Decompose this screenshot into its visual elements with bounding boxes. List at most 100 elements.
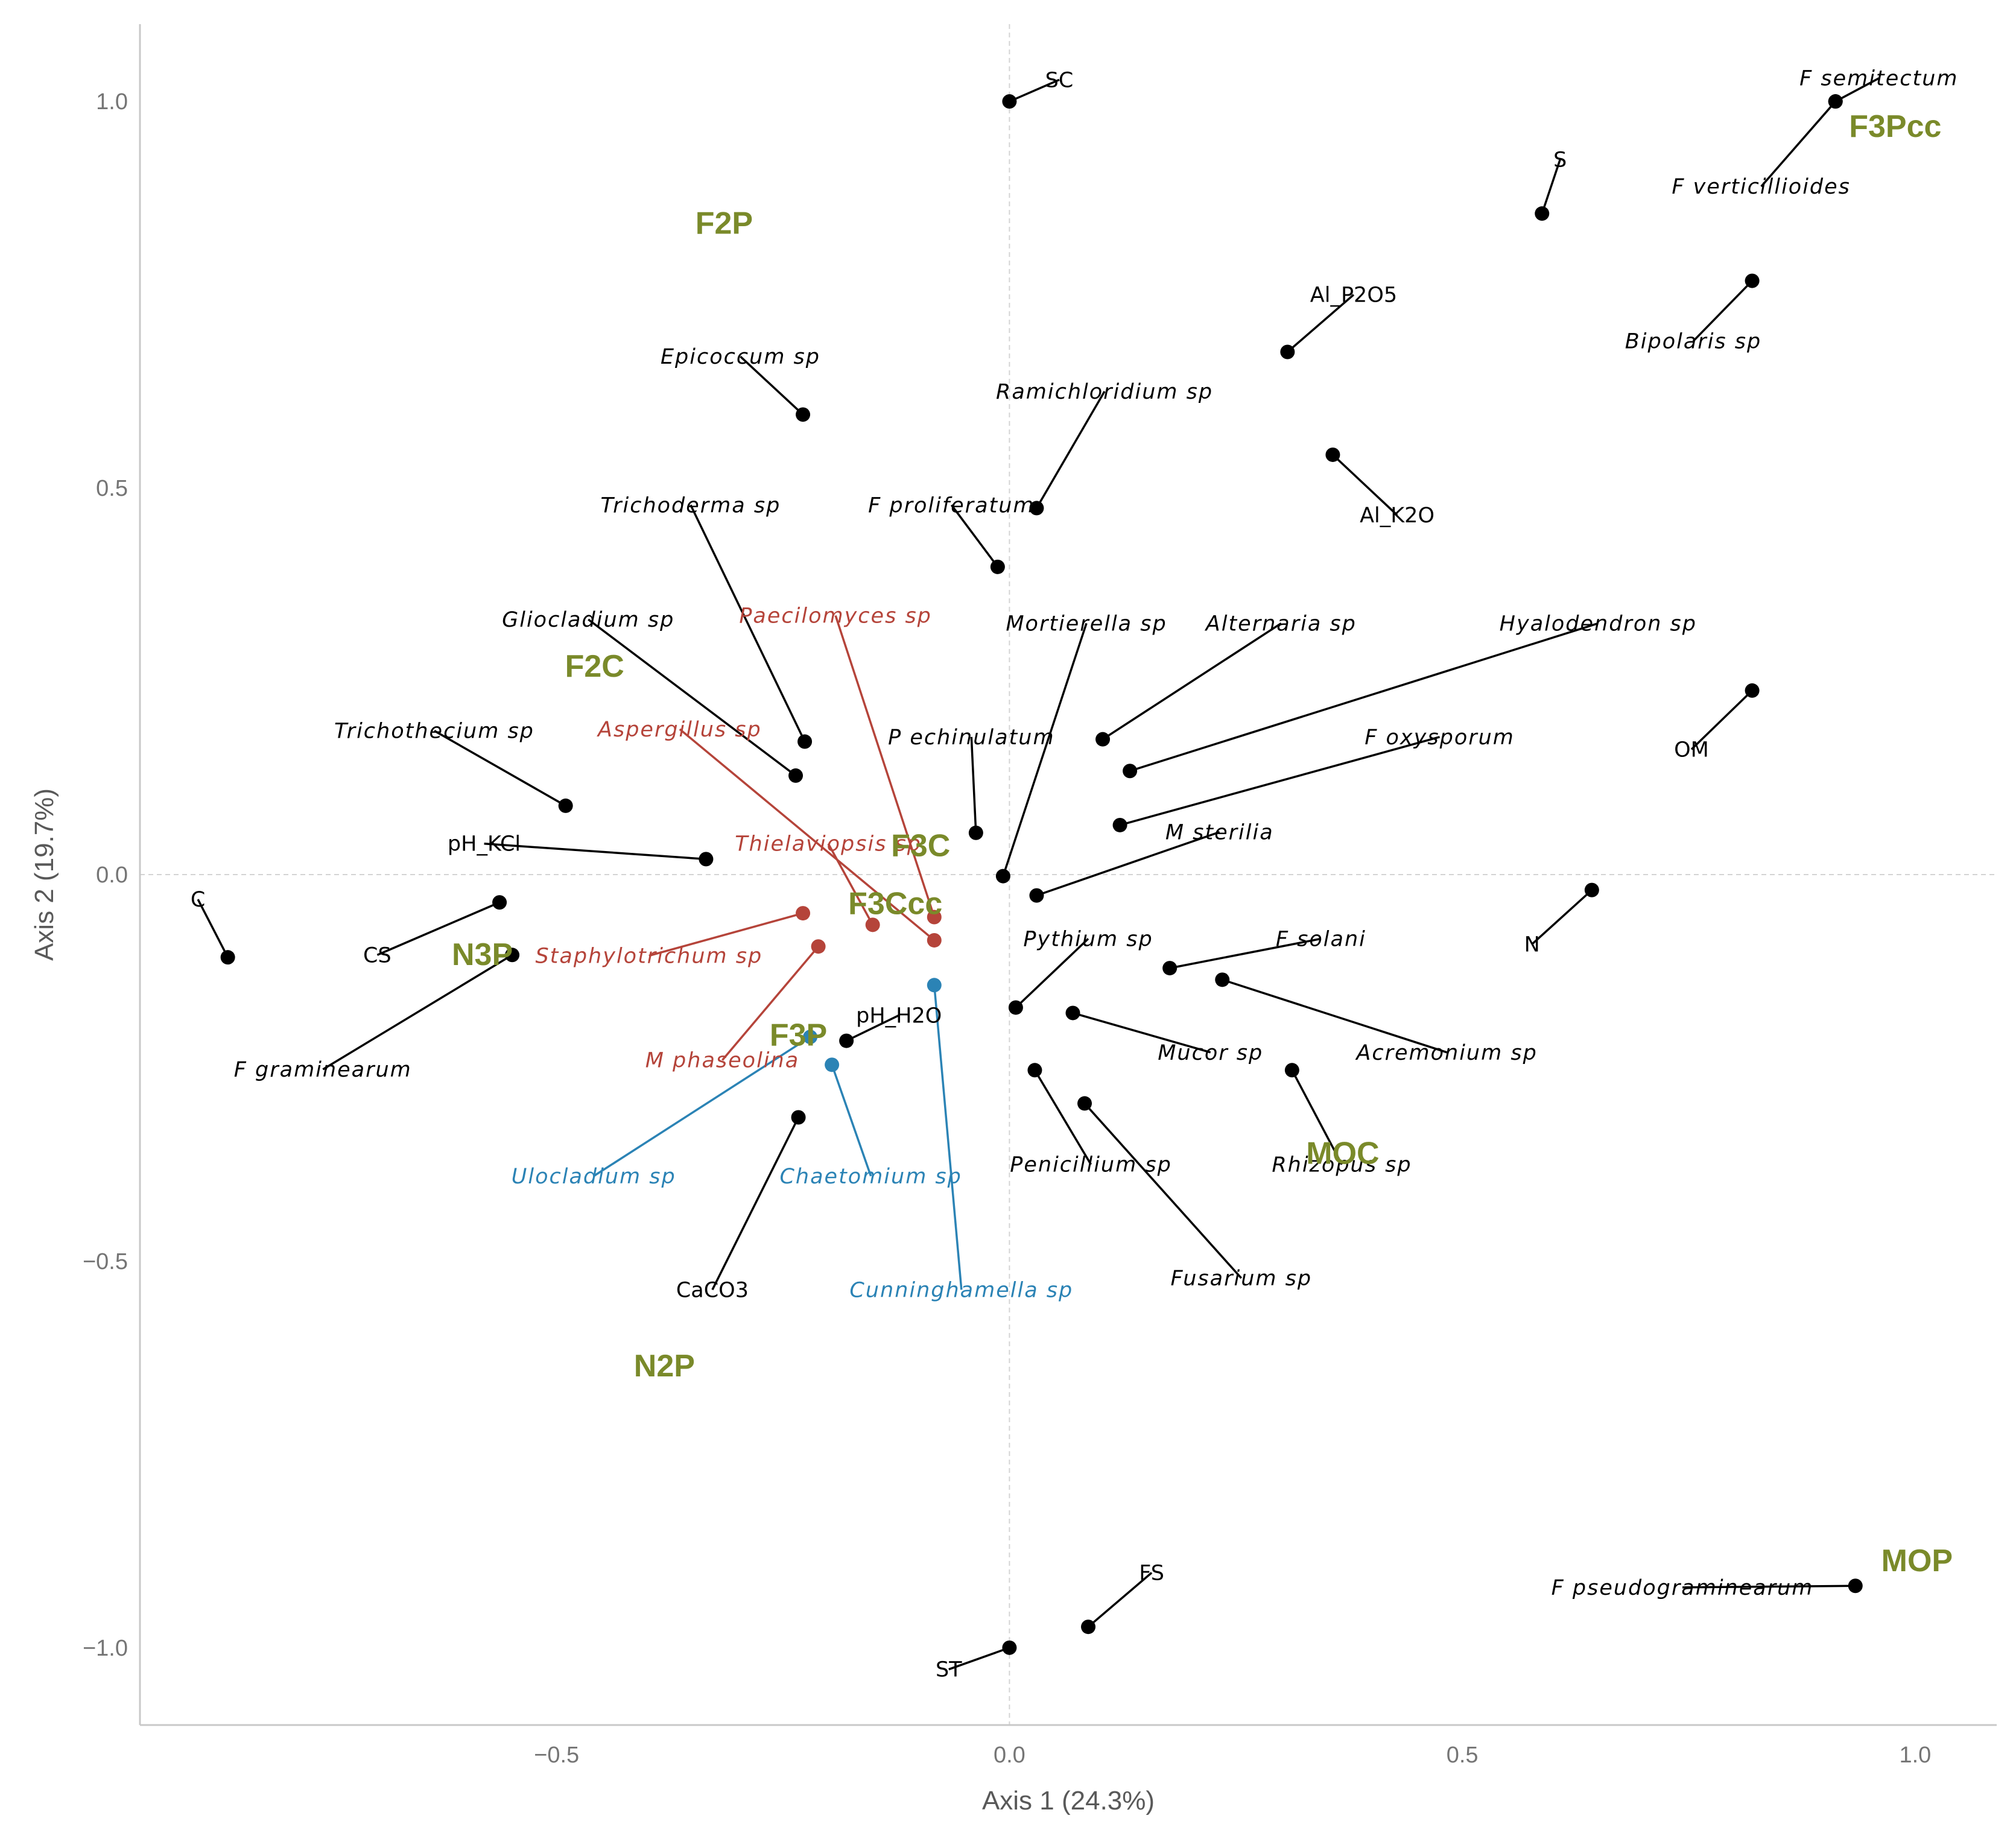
- leader-line: [1834, 77, 1880, 103]
- group-label: F3Ccc: [848, 886, 942, 921]
- leader-line: [1033, 1069, 1092, 1165]
- leader-line: [711, 1116, 800, 1291]
- data-point: [492, 895, 507, 910]
- leader-line: [1073, 1011, 1211, 1054]
- data-point: [811, 939, 826, 954]
- x-tick-label: 0.5: [1447, 1743, 1479, 1768]
- data-point: [1123, 764, 1138, 779]
- data-point: [1584, 882, 1599, 897]
- leader-line: [933, 985, 963, 1290]
- data-point: [990, 559, 1005, 574]
- data-point: [927, 932, 942, 948]
- point-label: F verticillioides: [1672, 175, 1851, 199]
- x-tick-label: 1.0: [1899, 1743, 1931, 1768]
- data-point: [1008, 1000, 1023, 1015]
- leader-line: [1541, 159, 1561, 214]
- point-label: P echinulatum: [888, 726, 1054, 750]
- grid-lines: [140, 24, 1997, 1725]
- point-label: F solani: [1276, 927, 1366, 951]
- y-axis-title: Axis 2 (19.7%): [30, 788, 59, 961]
- axes: −0.5 0.0 0.5 1.0 −1.0 −0.5 0.0 0.5 1.0: [83, 24, 1997, 1768]
- point-label: Bipolaris sp: [1625, 330, 1761, 354]
- point-label: M sterilia: [1165, 821, 1274, 845]
- data-point: [1081, 1619, 1096, 1635]
- leader-line: [721, 946, 819, 1061]
- point-label: Al_P2O5: [1310, 283, 1397, 308]
- y-tick-label: −1.0: [83, 1636, 128, 1661]
- point-label: Acremonium sp: [1355, 1041, 1537, 1065]
- data-point: [1065, 1005, 1080, 1021]
- group-label: F3P: [770, 1018, 827, 1053]
- data-point: [797, 734, 813, 749]
- data-point: [788, 768, 804, 783]
- point-label: pH_H2O: [856, 1004, 942, 1028]
- data-point: [995, 869, 1010, 884]
- point-label: C: [191, 888, 205, 912]
- y-tick-label: 1.0: [96, 89, 128, 115]
- data-point: [1002, 94, 1017, 109]
- group-labels: F3Pcc F2P F2C F3C F3Ccc N3P F3P MOC N2P MOP: [452, 109, 1953, 1578]
- leader-line: [1083, 1103, 1243, 1279]
- data-point: [1112, 817, 1127, 832]
- data-point: [1284, 1063, 1299, 1078]
- data-point: [791, 1110, 806, 1125]
- point-label: Gliocladium sp: [502, 608, 674, 632]
- leader-line: [1222, 978, 1448, 1054]
- leader-line: [1087, 1572, 1153, 1628]
- leader-line: [1102, 622, 1282, 741]
- point-label: SC: [1045, 68, 1074, 92]
- leader-line: [1120, 736, 1441, 826]
- data-point: [1162, 961, 1178, 976]
- leader-line: [1169, 937, 1322, 969]
- data-point: [1215, 972, 1230, 987]
- leader-lines: [197, 77, 1880, 1671]
- point-label: CaCO3: [676, 1278, 749, 1302]
- point-label: Mortierella sp: [1006, 612, 1167, 636]
- point-label: F oxysporum: [1365, 726, 1515, 750]
- y-tick-label: 0.5: [96, 476, 128, 501]
- point-label: F proliferatum: [868, 493, 1035, 518]
- leader-line: [1690, 689, 1753, 750]
- data-point: [839, 1033, 854, 1048]
- point-label: Penicillium sp: [1010, 1153, 1172, 1177]
- leader-line: [1129, 622, 1599, 772]
- leader-line: [322, 954, 513, 1071]
- data-point: [1535, 206, 1550, 221]
- leader-line: [1332, 454, 1398, 516]
- point-label: Trichoderma sp: [600, 493, 781, 518]
- leader-line: [1002, 622, 1088, 877]
- group-label: F2C: [565, 649, 624, 684]
- point-label: FS: [1139, 1561, 1164, 1585]
- point-label: Ulocladium sp: [512, 1165, 676, 1189]
- y-tick-label: 0.0: [96, 863, 128, 888]
- point-label: F semitectum: [1799, 67, 1958, 91]
- data-point: [699, 852, 714, 867]
- point-label: F pseudograminearum: [1552, 1576, 1814, 1600]
- point-label: Thielaviopsis sp: [735, 832, 922, 856]
- group-label: F3Pcc: [1849, 109, 1941, 144]
- leader-line: [1035, 390, 1106, 509]
- leader-line: [1287, 294, 1355, 353]
- group-label: N2P: [634, 1349, 695, 1384]
- point-label: F graminearum: [234, 1058, 412, 1082]
- group-label: F3C: [891, 828, 950, 863]
- point-label: Staphylotrichum sp: [535, 945, 762, 969]
- leader-line: [1531, 889, 1593, 945]
- point-label: Hyalodendron sp: [1500, 612, 1697, 636]
- leader-line: [593, 1036, 811, 1177]
- leader-line: [689, 504, 806, 742]
- point-label: M phaseolina: [645, 1049, 799, 1073]
- data-point: [1029, 501, 1044, 516]
- point-label: Cunninghamella sp: [849, 1278, 1073, 1302]
- leader-line: [846, 1014, 899, 1042]
- data-point: [1745, 273, 1760, 288]
- point-label: ST: [936, 1658, 962, 1682]
- leader-line: [1692, 280, 1753, 342]
- group-label: MOP: [1881, 1543, 1953, 1578]
- leader-line: [1036, 831, 1220, 897]
- leader-line: [434, 730, 566, 807]
- group-label: MOC: [1306, 1136, 1379, 1171]
- point-label: Al_K2O: [1360, 504, 1434, 528]
- data-point: [1095, 732, 1111, 747]
- data-point: [505, 948, 520, 963]
